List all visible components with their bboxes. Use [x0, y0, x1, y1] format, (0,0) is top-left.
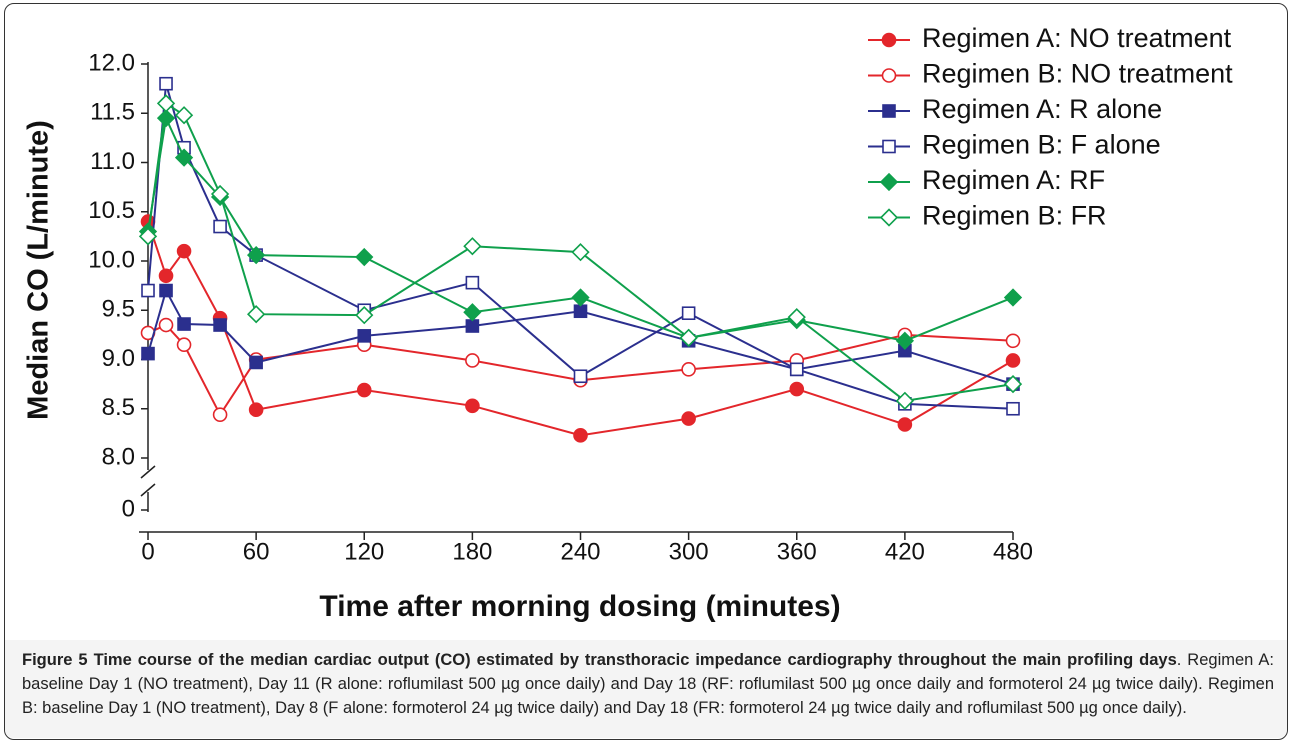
x-tick-label: 60 [243, 538, 270, 565]
marker [1005, 333, 1021, 349]
y-tick-label: 9.0 [102, 345, 135, 372]
marker [463, 303, 482, 322]
marker [156, 109, 176, 128]
caption-label: Figure 5 [22, 651, 88, 669]
marker [355, 306, 374, 325]
marker [681, 362, 696, 377]
marker [1003, 288, 1023, 307]
marker [248, 402, 264, 418]
legend-label: Regimen B: NO treatment [922, 59, 1233, 89]
x-tick-label: 120 [344, 538, 384, 565]
marker [213, 318, 227, 332]
caption-background [5, 640, 1287, 738]
marker [176, 337, 192, 353]
y-tick-label: 9.5 [102, 296, 135, 323]
series-line [147, 114, 1014, 342]
marker [895, 391, 915, 411]
x-tick-label: 0 [141, 538, 154, 565]
x-axis-label: Time after morning dosing (minutes) [319, 590, 840, 623]
y-tick-label: 10.0 [88, 246, 135, 273]
marker [176, 243, 192, 259]
marker [787, 308, 806, 327]
marker [465, 398, 480, 414]
legend-marker [882, 139, 896, 154]
marker [177, 317, 191, 331]
y-tick-label: 8.0 [102, 443, 135, 470]
marker [573, 428, 588, 443]
marker [573, 304, 588, 319]
marker [249, 355, 263, 370]
caption: Figure 5 Time course of the median cardi… [22, 648, 1274, 720]
marker [571, 288, 590, 307]
y-tick-label: 10.5 [88, 197, 135, 224]
marker [156, 94, 176, 113]
x-tick-label: 420 [885, 538, 925, 565]
marker [247, 305, 266, 324]
x-tick-label: 300 [669, 538, 709, 565]
x-tick-label: 480 [993, 538, 1033, 565]
marker [174, 106, 194, 125]
marker [465, 353, 480, 368]
y-tick-label: 8.5 [102, 394, 135, 421]
legend-marker [879, 172, 899, 192]
legend-marker [882, 104, 896, 118]
marker [1006, 401, 1020, 416]
y-tick-label: 12.0 [88, 49, 135, 76]
marker [895, 331, 915, 350]
y-tick-label: 11.5 [90, 99, 135, 126]
marker [158, 317, 174, 333]
marker [210, 184, 230, 204]
legend-label: Regimen B: F alone [922, 130, 1161, 160]
legend-label: Regimen A: NO treatment [922, 23, 1232, 53]
marker [355, 247, 374, 267]
marker [158, 268, 174, 284]
marker [1005, 353, 1021, 368]
marker [897, 417, 913, 432]
marker [681, 411, 696, 426]
marker [1003, 374, 1023, 394]
legend-marker [881, 32, 897, 48]
marker [465, 319, 480, 333]
marker [465, 275, 480, 290]
legend-label: Regimen A: R alone [922, 94, 1162, 124]
series-line [147, 83, 1014, 410]
legend-label: Regimen B: FR [922, 201, 1107, 231]
legend-marker [881, 68, 897, 83]
marker [789, 381, 805, 397]
marker [463, 237, 482, 256]
marker [356, 382, 372, 398]
x-tick-label: 360 [777, 538, 817, 565]
marker [141, 283, 155, 298]
marker [571, 243, 590, 262]
axis-break [140, 465, 156, 479]
chart: Median CO (L/minute) Time after morning … [23, 23, 1233, 623]
marker [159, 76, 173, 91]
marker [573, 369, 588, 384]
y-axis-label: Median CO (L/minute) [23, 120, 55, 420]
marker [789, 362, 804, 377]
x-tick-label: 240 [560, 538, 600, 565]
legend-marker [879, 208, 899, 227]
x-tick-label: 180 [452, 538, 492, 565]
caption-text: . Regimen A: baseline Day 1 (NO treatmen… [22, 651, 1274, 717]
legend-label: Regimen A: RF [922, 165, 1105, 195]
marker [213, 219, 227, 234]
marker [141, 346, 155, 361]
axis-break [140, 483, 156, 497]
marker [212, 407, 228, 422]
figure-frame [4, 3, 1288, 740]
marker [247, 245, 266, 265]
marker [681, 306, 696, 321]
marker [679, 328, 698, 347]
marker [357, 329, 372, 343]
y-tick-label: 11.0 [90, 148, 135, 175]
marker [138, 227, 158, 246]
y-tick-label: 0 [122, 495, 135, 522]
marker [159, 283, 173, 298]
marker [174, 148, 194, 167]
caption-title: Time course of the median cardiac output… [93, 651, 1177, 669]
